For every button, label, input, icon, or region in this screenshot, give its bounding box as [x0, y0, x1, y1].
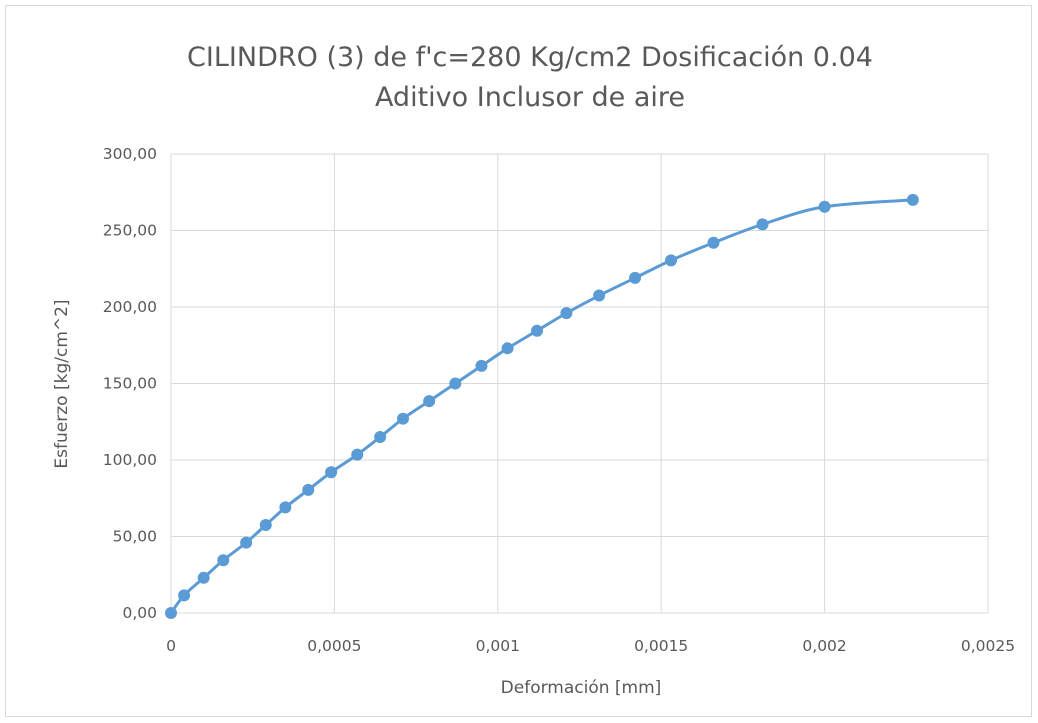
x-axis-ticks: 0 0,0005 0,001 0,0015 0,002 0,0025	[166, 637, 1015, 655]
y-tick-label: 250,00	[103, 222, 157, 240]
chart-area	[5, 5, 1032, 717]
data-point	[178, 589, 191, 602]
chart-title: CILINDRO (3) de f'c=280 Kg/cm2 Dosificac…	[187, 42, 873, 73]
data-point	[560, 307, 573, 320]
chart-subtitle: Aditivo Inclusor de aire	[375, 82, 685, 113]
data-point	[217, 554, 230, 567]
data-point	[531, 324, 544, 337]
series-line	[169, 198, 915, 615]
data-point	[374, 431, 387, 444]
x-tick-label: 0,0025	[961, 637, 1015, 655]
data-point	[593, 289, 606, 302]
x-axis-label: Deformación [mm]	[501, 678, 662, 698]
grid	[170, 153, 989, 614]
data-point	[302, 483, 315, 496]
data-point	[665, 254, 678, 267]
y-tick-label: 100,00	[103, 451, 157, 469]
data-point	[423, 395, 436, 408]
data-point	[629, 271, 642, 284]
data-point	[449, 377, 462, 390]
data-point	[325, 466, 338, 479]
x-tick-label: 0	[166, 637, 176, 655]
y-tick-label: 150,00	[103, 375, 157, 393]
data-point	[259, 519, 272, 532]
data-point	[279, 501, 292, 514]
data-point	[818, 200, 831, 213]
data-point	[501, 342, 514, 355]
data-point	[240, 536, 253, 549]
data-point	[197, 571, 210, 584]
data-point	[756, 218, 769, 231]
y-tick-label: 0,00	[122, 604, 157, 622]
data-point	[707, 236, 720, 249]
y-axis-ticks: 0,00 50,00 100,00 150,00 200,00 250,00 300,00	[103, 145, 157, 622]
y-tick-label: 300,00	[103, 145, 157, 163]
data-point	[906, 193, 919, 206]
x-tick-label: 0,002	[802, 637, 846, 655]
y-axis-label: Esfuerzo [kg/cm^2]	[52, 299, 72, 468]
x-tick-label: 0,001	[476, 637, 520, 655]
y-tick-label: 50,00	[113, 528, 157, 546]
data-point	[165, 607, 177, 619]
y-tick-label: 200,00	[103, 298, 157, 316]
data-point	[397, 412, 410, 425]
x-tick-label: 0,0015	[634, 637, 688, 655]
data-point	[351, 448, 364, 461]
data-series	[165, 193, 919, 619]
data-point	[475, 359, 488, 372]
x-tick-label: 0,0005	[307, 637, 361, 655]
